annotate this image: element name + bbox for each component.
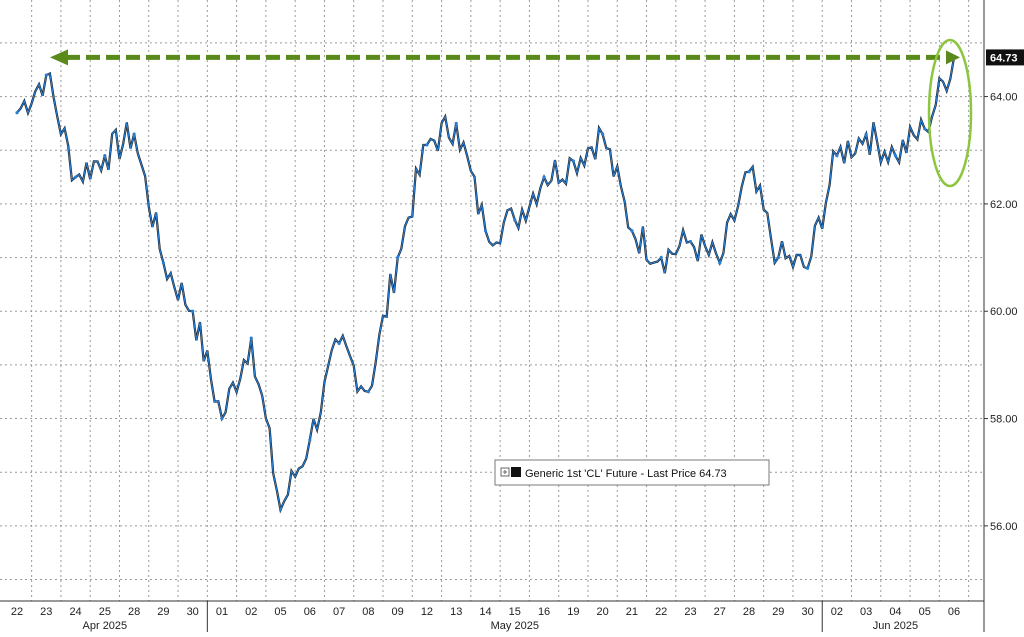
y-tick-label: 62.00: [990, 199, 1018, 211]
legend: Generic 1st 'CL' Future - Last Price 64.…: [494, 459, 770, 486]
price-point: [308, 438, 312, 442]
y-tick-label: 60.00: [990, 306, 1018, 318]
price-point: [44, 73, 48, 77]
price-point: [542, 175, 546, 179]
x-tick-label: 24: [69, 606, 81, 618]
month-label: Apr 2025: [83, 620, 128, 632]
x-tick-label: 30: [801, 606, 813, 618]
x-tick-label: 22: [11, 606, 23, 618]
price-point: [73, 175, 78, 179]
x-tick-label: 30: [187, 606, 199, 618]
price-point: [425, 143, 429, 147]
x-tick-label: 27: [714, 606, 726, 618]
price-point: [278, 508, 283, 512]
y-tick-label: 64.00: [990, 92, 1018, 104]
x-tick-label: 05: [274, 606, 286, 618]
x-tick-label: 13: [450, 606, 462, 618]
x-tick-label: 25: [99, 606, 111, 618]
month-label: May 2025: [491, 620, 539, 632]
price-point: [776, 255, 780, 260]
price-point: [893, 154, 898, 158]
price-point: [337, 341, 341, 346]
price-point: [396, 255, 400, 260]
price-point: [249, 336, 253, 340]
price-point: [747, 170, 751, 174]
x-tick-label: 21: [626, 606, 638, 618]
price-point: [132, 132, 136, 136]
y-tick-label: 56.00: [990, 521, 1018, 533]
x-tick-label: 28: [128, 606, 140, 618]
price-point: [15, 111, 19, 115]
price-point: [630, 229, 634, 233]
month-label: Jun 2025: [873, 620, 918, 632]
legend-swatch: [511, 467, 521, 477]
price-line: [16, 57, 955, 512]
x-tick-label: 29: [772, 606, 784, 618]
price-point: [483, 229, 488, 233]
x-tick-label: 15: [509, 606, 521, 618]
x-tick-label: 06: [304, 606, 316, 618]
price-point: [601, 132, 605, 136]
highlight-ellipse: [927, 38, 973, 188]
x-tick-label: 02: [831, 606, 843, 618]
price-point: [923, 127, 927, 131]
x-tick-label: 28: [743, 606, 755, 618]
x-tick-label: 08: [362, 606, 374, 618]
annotation-layer: [50, 38, 973, 188]
x-tick-label: 06: [948, 606, 960, 618]
last-price-label: 64.73: [990, 52, 1018, 64]
x-tick-label: 14: [479, 606, 491, 618]
x-tick-label: 04: [889, 606, 901, 618]
price-point: [103, 154, 107, 158]
price-point: [191, 309, 195, 313]
x-tick-label: 09: [392, 606, 404, 618]
x-tick-label: 29: [157, 606, 169, 618]
x-tick-label: 05: [919, 606, 931, 618]
last-price-box: [986, 49, 1024, 66]
x-tick-label: 20: [597, 606, 609, 618]
price-point: [688, 239, 693, 244]
price-point: [513, 218, 517, 222]
price-point: [571, 159, 575, 163]
price-point: [220, 416, 224, 421]
price-point: [805, 266, 810, 270]
x-tick-label: 23: [684, 606, 696, 618]
price-point: [366, 390, 370, 394]
series-layer: [15, 55, 956, 514]
x-tick-label: 03: [860, 606, 872, 618]
x-tick-label: 22: [655, 606, 667, 618]
y-tick-label: 58.00: [990, 414, 1018, 426]
price-point: [835, 154, 839, 158]
x-tick-label: 02: [245, 606, 257, 618]
x-tick-label: 16: [538, 606, 550, 618]
legend-box: [494, 459, 770, 486]
x-tick-label: 01: [216, 606, 228, 618]
price-point: [454, 121, 458, 126]
price-point: [161, 261, 166, 265]
x-tick-label: 23: [40, 606, 52, 618]
price-point: [718, 261, 722, 265]
x-tick-label: 07: [333, 606, 345, 618]
price-line-shadow: [16, 57, 956, 514]
grid-layer: [0, 0, 984, 601]
legend-label: Generic 1st 'CL' Future - Last Price 64.…: [525, 468, 727, 480]
arrow-head-right: [946, 50, 960, 65]
x-tick-label: 12: [421, 606, 433, 618]
x-tick-label: 19: [567, 606, 579, 618]
price-point: [864, 132, 868, 136]
arrow-head-left: [50, 49, 68, 66]
price-point: [659, 255, 663, 260]
